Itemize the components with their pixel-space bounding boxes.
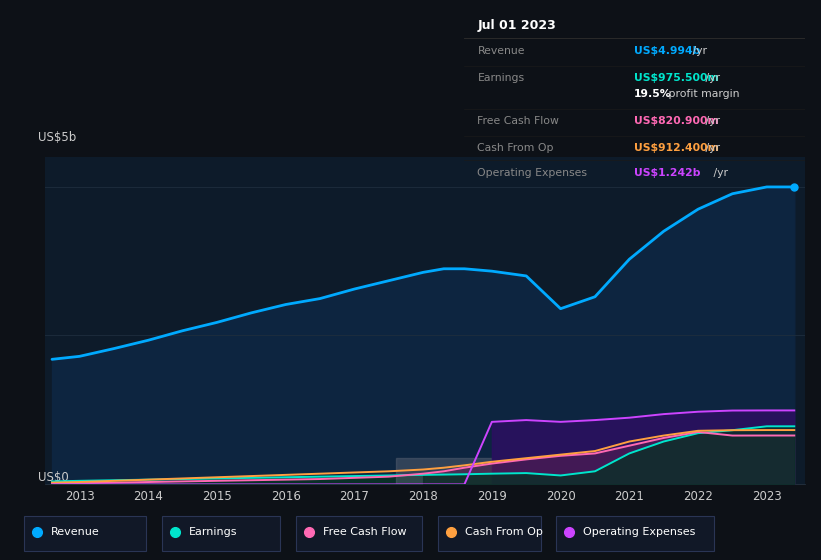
- Text: Operating Expenses: Operating Expenses: [478, 168, 588, 178]
- Text: 19.5%: 19.5%: [635, 89, 672, 99]
- Text: Earnings: Earnings: [478, 73, 525, 83]
- Text: US$820.900m: US$820.900m: [635, 116, 719, 126]
- Text: Cash From Op: Cash From Op: [478, 143, 554, 153]
- Text: US$1.242b: US$1.242b: [635, 168, 700, 178]
- Text: /yr: /yr: [702, 116, 720, 126]
- FancyBboxPatch shape: [25, 516, 146, 552]
- FancyBboxPatch shape: [438, 516, 540, 552]
- Text: /yr: /yr: [690, 46, 708, 56]
- FancyBboxPatch shape: [163, 516, 281, 552]
- Text: /yr: /yr: [702, 73, 720, 83]
- Text: /yr: /yr: [710, 168, 728, 178]
- Text: US$912.400m: US$912.400m: [635, 143, 719, 153]
- Text: Free Cash Flow: Free Cash Flow: [323, 528, 406, 538]
- Text: profit margin: profit margin: [665, 89, 740, 99]
- Text: Free Cash Flow: Free Cash Flow: [478, 116, 559, 126]
- Text: Cash From Op: Cash From Op: [465, 528, 543, 538]
- Text: US$975.500m: US$975.500m: [635, 73, 719, 83]
- Text: Revenue: Revenue: [51, 528, 100, 538]
- Text: US$4.994b: US$4.994b: [635, 46, 700, 56]
- FancyBboxPatch shape: [557, 516, 714, 552]
- Text: Revenue: Revenue: [478, 46, 525, 56]
- FancyBboxPatch shape: [296, 516, 422, 552]
- Text: Operating Expenses: Operating Expenses: [583, 528, 695, 538]
- Text: US$5b: US$5b: [38, 130, 76, 144]
- Text: Earnings: Earnings: [189, 528, 237, 538]
- Text: US$0: US$0: [38, 472, 68, 484]
- Bar: [396, 458, 492, 484]
- Text: /yr: /yr: [702, 143, 720, 153]
- Text: Jul 01 2023: Jul 01 2023: [478, 18, 557, 31]
